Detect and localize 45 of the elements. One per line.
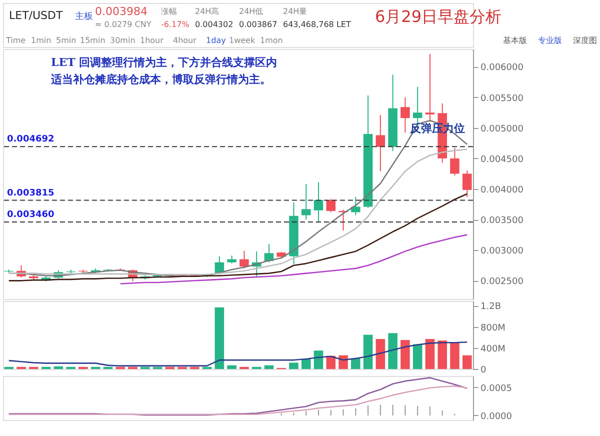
text: -6.17% — [161, 20, 190, 29]
text: 1day — [206, 36, 226, 45]
annotation: LET 回调整理行情为主，下方并合线支撑区内 — [51, 56, 278, 69]
text: 1week — [229, 36, 256, 45]
y-tick-label: 800M — [480, 323, 506, 334]
y-tick-label: 1.2B — [480, 302, 501, 312]
text: 1mon — [260, 36, 283, 45]
annotation: 适当补仓摊底持仓成本，博取反弹行情为主。 — [50, 73, 271, 86]
text: 643,468,768 LET — [283, 20, 351, 29]
y-tick-label: 0.004000 — [480, 185, 524, 196]
text: 1min — [31, 36, 52, 45]
y-tick-label: 0.0000 — [480, 412, 512, 422]
text: 15min — [80, 36, 106, 45]
text: 0.003984 — [95, 5, 148, 18]
text: 涨幅 — [161, 7, 177, 16]
y-tick-label: 0.002500 — [480, 277, 524, 288]
text: 0.003867 — [239, 20, 278, 29]
text: 1hour — [140, 36, 164, 45]
text: ≈ 0.0279 CNY — [95, 20, 152, 29]
ref-line-label: 0.003815 — [7, 188, 54, 198]
text: 30min — [110, 36, 136, 45]
text: 24H高 — [195, 7, 220, 16]
text: 5min — [56, 36, 76, 45]
text: 4hour — [173, 36, 198, 45]
text: 专业版 — [538, 36, 562, 45]
y-tick-label: 0.005500 — [480, 94, 524, 104]
ref-line-label: 0.004692 — [7, 134, 54, 145]
ref-line-label: 0.003460 — [7, 210, 54, 220]
text: 24H量 — [283, 7, 308, 16]
text: 深度图 — [573, 36, 597, 45]
text: 基本版 — [503, 36, 527, 45]
text: 主板 — [75, 11, 93, 22]
text: 24H低 — [239, 7, 264, 16]
y-tick-label: 400M — [480, 344, 506, 354]
text: Time — [5, 36, 26, 45]
y-tick-label: 0.0005 — [480, 384, 512, 394]
y-tick-label: 0.005000 — [480, 124, 524, 134]
y-tick-label: 0.003500 — [480, 216, 524, 226]
chart-title: 6月29日早盘分析 — [375, 7, 502, 26]
text: 0.004302 — [195, 20, 234, 29]
y-tick-label: 0 — [480, 366, 486, 376]
text: LET/USDT — [9, 9, 64, 22]
y-tick-label: 0.004500 — [480, 154, 524, 165]
y-tick-label: 0.003000 — [480, 246, 524, 257]
y-tick-label: 0.006000 — [480, 63, 524, 74]
